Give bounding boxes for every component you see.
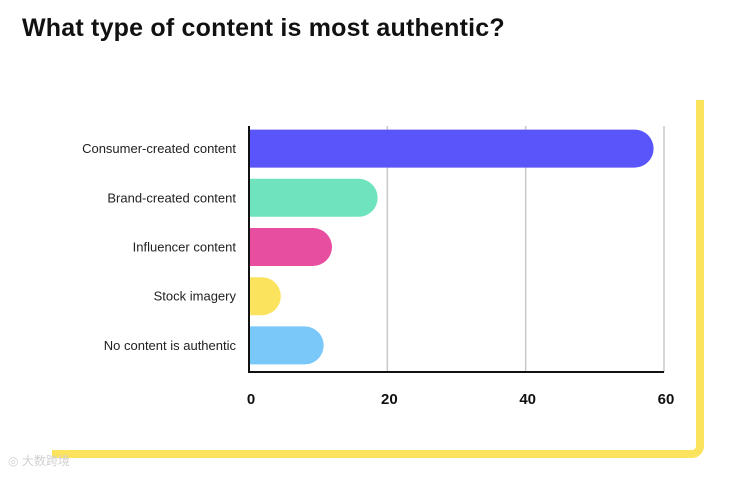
category-label: Brand-created content: [107, 190, 236, 205]
x-tick-label: 60: [658, 391, 675, 408]
bar: [249, 228, 332, 266]
bar: [249, 129, 654, 168]
yellow-accent-frame: [52, 100, 704, 458]
watermark: ◎ 大数跨境: [8, 452, 70, 469]
category-label: Consumer-created content: [82, 141, 236, 156]
x-tick-label: 0: [247, 391, 255, 408]
x-tick-label: 20: [381, 391, 398, 408]
category-label: Influencer content: [133, 240, 237, 255]
category-label: Stock imagery: [154, 289, 237, 304]
chart-title: What type of content is most authentic?: [22, 14, 505, 42]
watermark-text: 大数跨境: [21, 454, 70, 468]
bar: [249, 277, 281, 316]
category-label: No content is authentic: [104, 338, 237, 353]
bar: [249, 326, 324, 365]
watermark-icon: ◎: [8, 454, 19, 468]
x-tick-label: 40: [519, 391, 536, 408]
bar: [249, 178, 378, 217]
